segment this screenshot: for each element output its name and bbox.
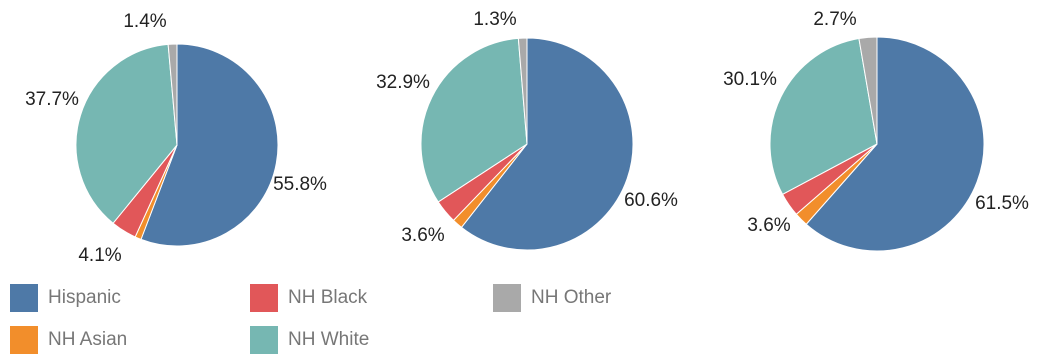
pie-1-label-nh-white: 37.7%	[25, 89, 79, 110]
pie-2-label-nh-black: 3.6%	[401, 225, 444, 246]
pie-3-label-nh-black: 3.6%	[747, 215, 790, 236]
legend-label-nh-white: NH White	[288, 329, 370, 350]
legend-swatch-nh-other	[493, 284, 521, 312]
pie-3-slice-nh-white	[769, 37, 878, 196]
legend-item-nh-white: NH White	[250, 323, 369, 357]
pie-3-slice-hispanic	[805, 36, 985, 252]
pie-2-label-hispanic: 60.6%	[624, 190, 678, 211]
legend-item-nh-asian: NH Asian	[10, 323, 127, 357]
legend-label-nh-asian: NH Asian	[48, 329, 128, 350]
pie-chart-1: 55.8% 4.1% 37.7% 1.4%	[25, 11, 327, 266]
pie-3-label-nh-other: 2.7%	[813, 9, 856, 30]
pie-1-label-nh-other: 1.4%	[123, 11, 166, 32]
legend-swatch-nh-white	[250, 326, 278, 354]
pie-1-label-nh-black: 4.1%	[78, 245, 121, 266]
legend-swatch-hispanic	[10, 284, 38, 312]
legend-item-nh-black: NH Black	[250, 281, 367, 315]
pie-3-label-hispanic: 61.5%	[975, 193, 1029, 214]
pie-2-slice-nh-white	[420, 37, 528, 203]
pie-1-slice-nh-other	[167, 43, 178, 146]
pie-2-slice-hispanic	[460, 37, 634, 251]
legend-label-hispanic: Hispanic	[48, 287, 121, 308]
pie-2-slice-nh-other	[517, 37, 528, 145]
pie-chart-2: 60.6% 3.6% 32.9% 1.3%	[376, 9, 678, 251]
legend-swatch-nh-black	[250, 284, 278, 312]
pie-1-slice-hispanic	[140, 43, 279, 247]
pie-charts: 55.8% 4.1% 37.7% 1.4% 60.6% 3.6% 32.9% 1.3% 61.5…	[25, 9, 1029, 266]
pie-chart-3: 61.5% 3.6% 30.1% 2.7%	[723, 9, 1029, 252]
pie-3-slice-nh-other	[858, 36, 878, 145]
pie-1-slice-nh-white	[75, 43, 178, 224]
legend-label-nh-other: NH Other	[531, 287, 612, 308]
legend-label-nh-black: NH Black	[288, 287, 368, 308]
legend: Hispanic NH Black NH Other NH Asian NH W…	[10, 279, 1030, 355]
legend-item-hispanic: Hispanic	[10, 281, 121, 315]
legend-item-nh-other: NH Other	[493, 281, 611, 315]
pie-2-label-nh-white: 32.9%	[376, 72, 430, 93]
pie-2-label-nh-other: 1.3%	[473, 9, 516, 30]
pie-3-label-nh-white: 30.1%	[723, 69, 777, 90]
pie-1-label-hispanic: 55.8%	[273, 174, 327, 195]
legend-swatch-nh-asian	[10, 326, 38, 354]
